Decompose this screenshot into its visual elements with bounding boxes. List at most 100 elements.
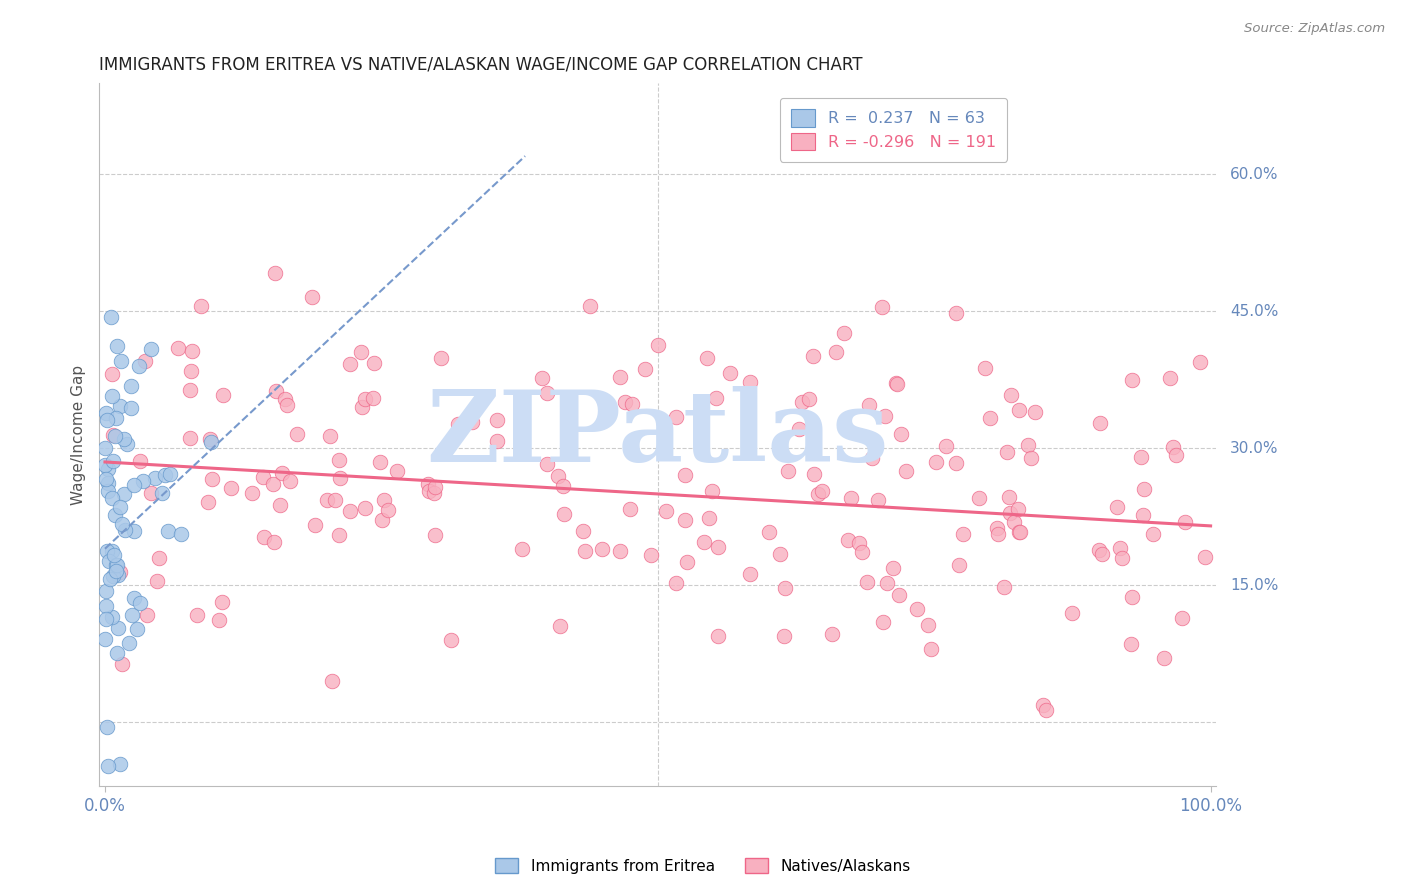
Point [773,581,796,595]
Point [792,395,814,409]
Point [94,458,117,472]
Point [547,469,569,483]
Point [100,310,122,324]
Point [553,508,575,522]
Point [1087,543,1109,558]
Point [104,411,127,425]
Point [1121,637,1143,651]
Point [889,588,911,602]
Point [94,472,117,486]
Point [620,397,643,411]
Text: ZIPatlas: ZIPatlas [426,386,889,483]
Point [924,455,946,469]
Point [156,524,179,539]
Point [278,474,301,488]
Point [122,591,145,606]
Point [704,392,727,406]
Point [1007,502,1029,516]
Legend: Immigrants from Eritrea, Natives/Alaskans: Immigrants from Eritrea, Natives/Alaskan… [489,852,917,880]
Point [159,467,181,481]
Point [353,501,375,516]
Point [101,609,124,624]
Point [104,429,127,443]
Point [112,487,135,501]
Point [948,558,970,572]
Point [111,516,134,531]
Point [787,422,810,436]
Point [128,596,150,610]
Point [619,502,641,516]
Point [127,623,149,637]
Point [107,621,129,635]
Point [1062,606,1084,620]
Point [97,475,120,490]
Point [574,544,596,558]
Point [94,406,117,420]
Legend: R =  0.237   N = 63, R = -0.296   N = 191: R = 0.237 N = 63, R = -0.296 N = 191 [780,98,1007,161]
Point [769,547,792,561]
Point [180,364,202,378]
Point [647,338,669,352]
Point [905,601,928,615]
Point [97,484,120,499]
Point [416,477,439,491]
Point [262,477,284,491]
Point [848,536,870,550]
Text: 60.0%: 60.0% [1230,167,1278,182]
Point [350,345,373,359]
Point [104,558,127,573]
Point [101,491,124,505]
Point [1121,591,1143,605]
Point [1171,611,1194,625]
Point [200,432,222,446]
Point [148,551,170,566]
Point [967,491,990,505]
Point [778,464,800,478]
Point [104,564,127,578]
Point [945,306,967,320]
Point [696,351,718,365]
Point [993,580,1015,594]
Point [107,568,129,582]
Point [103,548,125,562]
Point [1019,450,1042,465]
Point [108,500,131,515]
Point [536,386,558,401]
Point [114,432,136,446]
Point [208,613,231,627]
Point [371,513,394,527]
Point [139,486,162,500]
Point [837,533,859,548]
Point [1159,371,1181,385]
Point [821,627,844,641]
Point [1000,388,1022,402]
Point [252,469,274,483]
Point [810,483,832,498]
Point [121,608,143,623]
Point [97,554,120,568]
Point [263,535,285,549]
Point [633,361,655,376]
Point [145,574,167,589]
Point [100,389,122,403]
Point [328,453,350,467]
Point [423,528,446,542]
Point [385,464,408,478]
Text: IMMIGRANTS FROM ERITREA VS NATIVE/ALASKAN WAGE/INCOME GAP CORRELATION CHART: IMMIGRANTS FROM ERITREA VS NATIVE/ALASKA… [100,55,863,73]
Point [1132,508,1154,522]
Point [122,478,145,492]
Point [270,466,292,480]
Point [866,492,889,507]
Point [1109,541,1132,555]
Point [872,300,894,314]
Point [1129,450,1152,464]
Point [107,647,129,661]
Point [287,427,309,442]
Point [665,576,688,591]
Point [1017,437,1039,451]
Point [101,427,124,442]
Point [772,629,794,643]
Point [609,370,631,384]
Point [1000,507,1022,521]
Y-axis label: Wage/Income Gap: Wage/Income Gap [72,365,86,505]
